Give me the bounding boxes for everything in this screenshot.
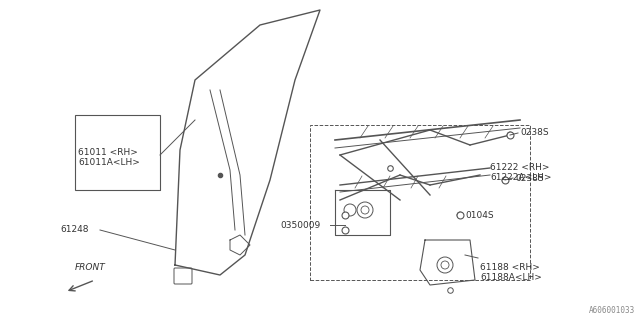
Circle shape (344, 204, 356, 216)
Circle shape (502, 177, 508, 183)
Text: 0238S: 0238S (520, 127, 548, 137)
Text: 61222 <RH>
61222A<LH>: 61222 <RH> 61222A<LH> (490, 163, 552, 182)
Text: 0350009: 0350009 (280, 220, 320, 229)
Circle shape (441, 261, 449, 269)
Text: 0238S: 0238S (515, 173, 543, 182)
Circle shape (507, 132, 513, 138)
Text: 61248: 61248 (60, 226, 88, 235)
FancyBboxPatch shape (75, 115, 160, 190)
Text: 61188 <RH>
61188A<LH>: 61188 <RH> 61188A<LH> (480, 263, 542, 283)
Circle shape (361, 206, 369, 214)
Circle shape (457, 212, 463, 218)
Text: 61011 <RH>
61011A<LH>: 61011 <RH> 61011A<LH> (78, 148, 140, 167)
Text: A606001033: A606001033 (589, 306, 635, 315)
Text: FRONT: FRONT (75, 263, 106, 272)
Circle shape (357, 202, 373, 218)
FancyBboxPatch shape (174, 268, 192, 284)
Text: 0104S: 0104S (465, 211, 493, 220)
Circle shape (437, 257, 453, 273)
